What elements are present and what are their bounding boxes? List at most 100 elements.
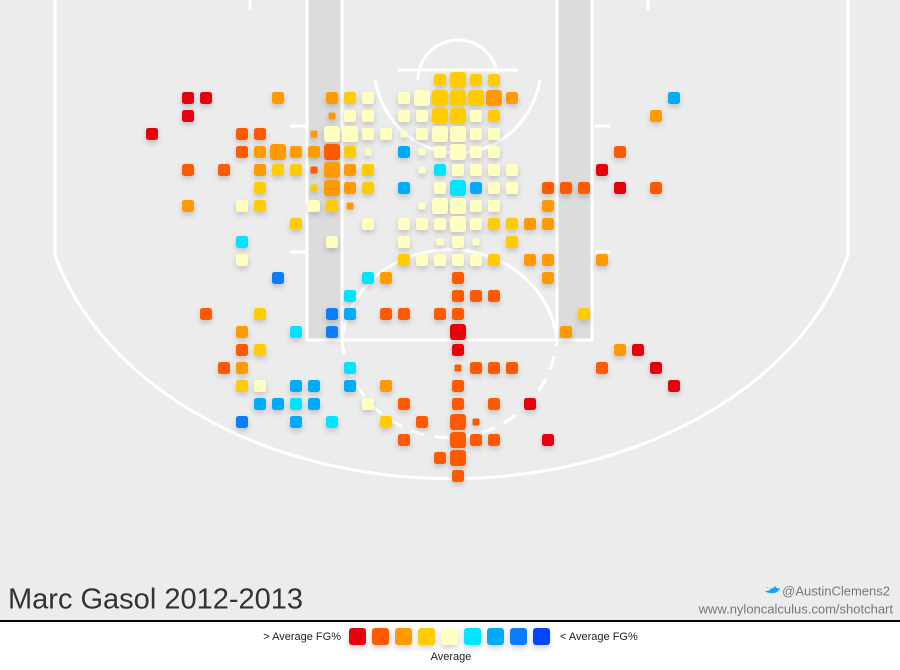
- shot-square: [432, 90, 448, 106]
- shot-square: [364, 148, 372, 156]
- shot-square: [560, 326, 572, 338]
- shot-square: [326, 236, 338, 248]
- twitter-icon: [765, 586, 780, 594]
- shot-square: [362, 128, 374, 140]
- shot-square: [398, 218, 410, 230]
- shot-square: [470, 74, 482, 86]
- shot-square: [434, 146, 446, 158]
- shot-square: [398, 92, 410, 104]
- shot-square: [450, 108, 466, 124]
- shot-square: [362, 164, 374, 176]
- legend-swatch: [533, 628, 550, 645]
- shot-square: [290, 164, 302, 176]
- shot-square: [324, 144, 340, 160]
- shot-square: [632, 344, 644, 356]
- shot-square: [614, 182, 626, 194]
- shot-square: [344, 290, 356, 302]
- legend-swatch: [487, 628, 504, 645]
- shot-square: [218, 164, 230, 176]
- shot-square: [416, 254, 428, 266]
- shot-square: [272, 272, 284, 284]
- shot-square: [472, 418, 480, 426]
- court-background: [0, 0, 900, 620]
- shot-square: [326, 200, 338, 212]
- shot-square: [506, 218, 518, 230]
- shot-square: [470, 164, 482, 176]
- shot-square: [236, 254, 248, 266]
- shot-square: [432, 108, 448, 124]
- shot-square: [418, 148, 426, 156]
- shot-square: [146, 128, 158, 140]
- shot-square: [650, 182, 662, 194]
- shot-square: [452, 254, 464, 266]
- shot-square: [310, 166, 318, 174]
- legend-right-label: < Average FG%: [560, 631, 638, 643]
- shot-square: [324, 162, 340, 178]
- shot-square: [346, 202, 354, 210]
- shot-square: [254, 308, 266, 320]
- shot-square: [272, 164, 284, 176]
- shot-square: [290, 416, 302, 428]
- shot-square: [362, 182, 374, 194]
- shot-square: [542, 200, 554, 212]
- shot-square: [380, 308, 392, 320]
- shot-square: [380, 416, 392, 428]
- shot-square: [506, 92, 518, 104]
- shot-square: [290, 380, 302, 392]
- shot-square: [432, 126, 448, 142]
- shot-square: [542, 434, 554, 446]
- shot-square: [452, 398, 464, 410]
- shot-square: [450, 414, 466, 430]
- legend-center-label: Average: [431, 651, 472, 663]
- shot-square: [182, 110, 194, 122]
- shot-square: [344, 92, 356, 104]
- shot-square: [398, 434, 410, 446]
- shot-square: [596, 254, 608, 266]
- shot-square: [344, 362, 356, 374]
- shot-square: [488, 164, 500, 176]
- shot-square: [236, 146, 248, 158]
- legend-swatch: [441, 628, 458, 645]
- shot-square: [452, 308, 464, 320]
- shot-square: [506, 164, 518, 176]
- shot-square: [450, 126, 466, 142]
- shot-square: [200, 308, 212, 320]
- shot-square: [272, 398, 284, 410]
- shot-square: [398, 110, 410, 122]
- shot-square: [578, 308, 590, 320]
- shot-square: [254, 164, 266, 176]
- shot-square: [236, 362, 248, 374]
- shot-square: [488, 434, 500, 446]
- shot-square: [310, 184, 318, 192]
- shot-square: [470, 110, 482, 122]
- shot-square: [290, 398, 302, 410]
- shot-square: [344, 164, 356, 176]
- shot-square: [182, 92, 194, 104]
- shot-square: [254, 398, 266, 410]
- shot-square: [488, 182, 500, 194]
- shot-square: [596, 362, 608, 374]
- shot-square: [488, 362, 500, 374]
- shot-square: [614, 344, 626, 356]
- shot-square: [218, 362, 230, 374]
- shot-square: [362, 218, 374, 230]
- shot-square: [380, 380, 392, 392]
- shot-square: [470, 200, 482, 212]
- shot-square: [436, 238, 444, 246]
- shot-square: [254, 344, 266, 356]
- shot-square: [236, 344, 248, 356]
- shot-square: [596, 164, 608, 176]
- shot-square: [650, 362, 662, 374]
- shot-square: [470, 128, 482, 140]
- shot-square: [450, 180, 466, 196]
- shot-square: [542, 254, 554, 266]
- shot-square: [488, 254, 500, 266]
- shot-square: [328, 112, 336, 120]
- shot-square: [470, 182, 482, 194]
- chart-title: Marc Gasol 2012-2013: [8, 584, 303, 616]
- shot-square: [344, 308, 356, 320]
- shot-square: [416, 128, 428, 140]
- shot-square: [362, 110, 374, 122]
- shot-square: [650, 110, 662, 122]
